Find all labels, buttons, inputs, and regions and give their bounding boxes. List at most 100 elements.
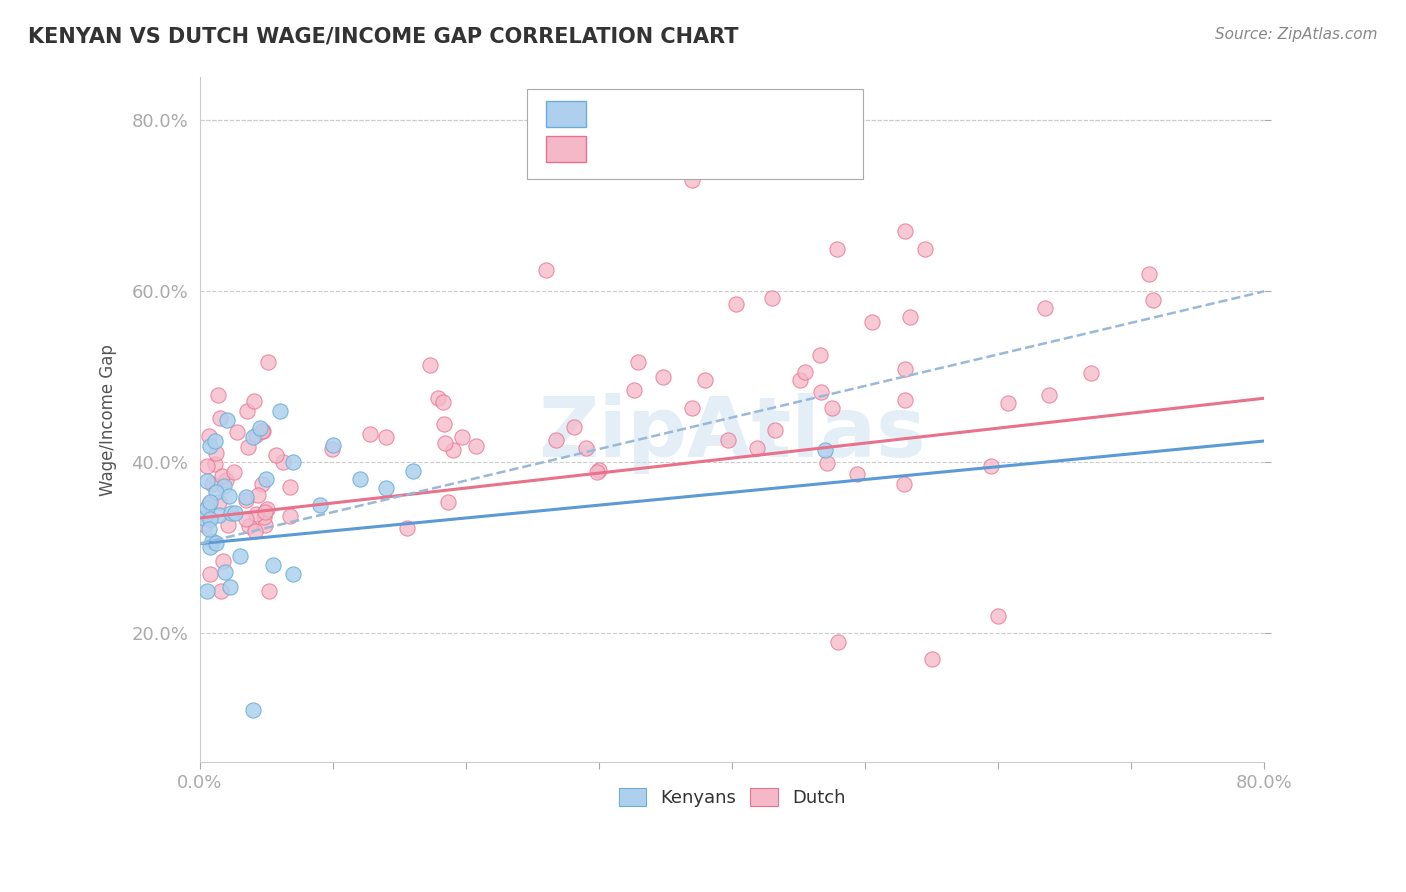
Text: KENYAN VS DUTCH WAGE/INCOME GAP CORRELATION CHART: KENYAN VS DUTCH WAGE/INCOME GAP CORRELAT…	[28, 27, 738, 46]
Point	[243, 524, 266, 538]
Point	[209, 411, 232, 425]
Point	[793, 365, 815, 379]
Point	[1137, 267, 1160, 281]
Point	[534, 263, 557, 277]
Point	[198, 497, 221, 511]
Point	[322, 438, 344, 452]
Point	[269, 404, 291, 418]
Point	[544, 433, 567, 447]
Point	[215, 474, 238, 488]
Point	[194, 517, 217, 532]
Point	[201, 534, 224, 549]
Point	[588, 463, 610, 477]
FancyBboxPatch shape	[546, 136, 586, 161]
Point	[893, 477, 915, 491]
Text: ZipAtlas: ZipAtlas	[538, 392, 927, 474]
Text: Source: ZipAtlas.com: Source: ZipAtlas.com	[1215, 27, 1378, 42]
Point	[222, 466, 245, 480]
Point	[433, 417, 456, 431]
Point	[271, 455, 294, 469]
Text: R = 0.373   N = 101: R = 0.373 N = 101	[598, 139, 794, 157]
Point	[808, 348, 831, 362]
Point	[229, 549, 252, 564]
Point	[427, 391, 450, 405]
Point	[789, 373, 811, 387]
Point	[235, 512, 257, 526]
Point	[375, 481, 398, 495]
Point	[236, 440, 259, 454]
Point	[432, 394, 454, 409]
Point	[200, 512, 222, 526]
Point	[207, 388, 229, 402]
Point	[724, 297, 747, 311]
Text: R = 0.195   N =  37: R = 0.195 N = 37	[598, 104, 787, 123]
Point	[242, 703, 264, 717]
Point	[1033, 301, 1056, 316]
Point	[433, 435, 456, 450]
Point	[218, 490, 240, 504]
Point	[980, 458, 1002, 473]
Point	[204, 484, 226, 499]
Point	[810, 384, 832, 399]
Point	[197, 522, 219, 536]
Point	[246, 487, 269, 501]
Point	[208, 495, 231, 509]
Point	[195, 583, 218, 598]
Point	[464, 439, 486, 453]
Point	[226, 425, 249, 440]
Point	[238, 518, 260, 533]
Point	[681, 401, 703, 416]
Point	[198, 540, 221, 554]
Point	[278, 508, 301, 523]
Point	[217, 518, 239, 533]
Point	[308, 498, 330, 512]
Point	[200, 494, 222, 508]
Point	[281, 455, 304, 469]
Point	[262, 558, 284, 572]
Point	[450, 429, 472, 443]
Point	[623, 383, 645, 397]
Point	[278, 480, 301, 494]
Point	[359, 426, 381, 441]
Point	[193, 510, 215, 524]
Point	[200, 439, 222, 453]
Point	[256, 354, 278, 368]
Point	[204, 457, 226, 471]
Point	[195, 459, 218, 474]
Point	[243, 394, 266, 409]
Point	[761, 291, 783, 305]
Point	[717, 434, 740, 448]
Point	[245, 428, 267, 442]
Point	[437, 495, 460, 509]
Point	[245, 508, 267, 522]
FancyBboxPatch shape	[527, 89, 863, 178]
Point	[253, 510, 276, 524]
Point	[898, 310, 921, 324]
Point	[763, 423, 786, 437]
Point	[375, 430, 398, 444]
Point	[321, 442, 343, 457]
Point	[815, 456, 838, 470]
Point	[195, 475, 218, 489]
Point	[651, 369, 673, 384]
Point	[208, 508, 231, 522]
Point	[419, 358, 441, 372]
Point	[585, 465, 607, 479]
Point	[219, 507, 242, 521]
Point	[215, 412, 238, 426]
Point	[212, 479, 235, 493]
Point	[914, 242, 936, 256]
Point	[441, 443, 464, 458]
Point	[825, 242, 848, 256]
Point	[256, 473, 278, 487]
Point	[235, 493, 257, 508]
Point	[827, 635, 849, 649]
Point	[894, 392, 917, 407]
Point	[894, 362, 917, 376]
Point	[249, 421, 271, 435]
Point	[198, 567, 221, 582]
Point	[627, 354, 650, 368]
Point	[281, 566, 304, 581]
Y-axis label: Wage/Income Gap: Wage/Income Gap	[100, 343, 117, 496]
Point	[198, 428, 221, 442]
